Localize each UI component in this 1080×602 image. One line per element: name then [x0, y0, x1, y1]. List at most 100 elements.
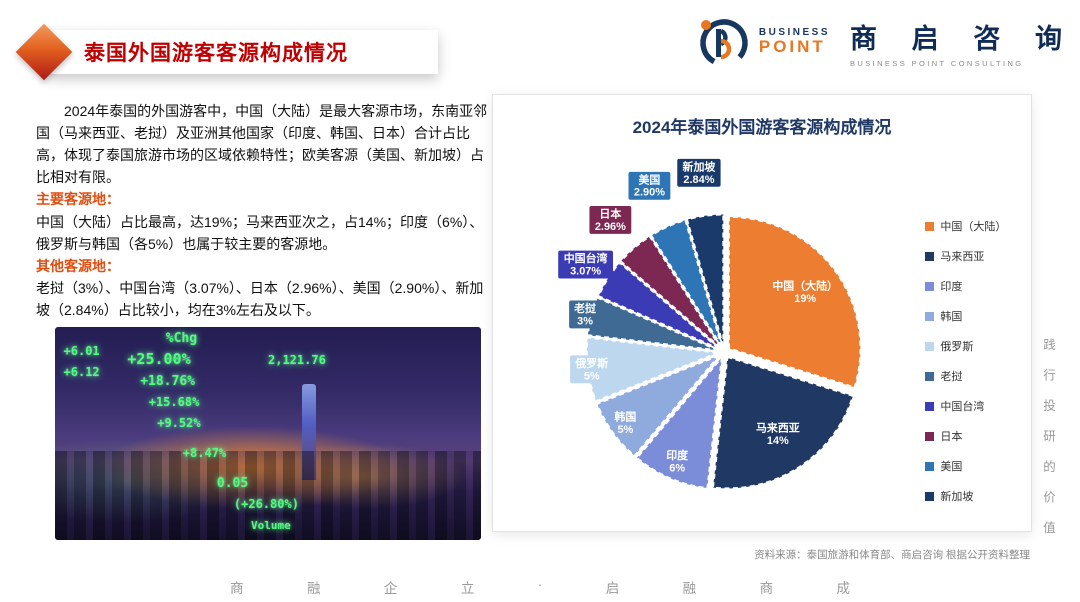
pie-label: 俄罗斯 5%: [574, 356, 608, 382]
source-note: 资料来源：泰国旅游和体育部、商启咨询 根据公开资料整理: [754, 549, 1030, 561]
pie-label-chip: [558, 250, 613, 279]
legend-item: 中国（大陆）: [925, 218, 1021, 234]
title-banner: 泰国外国游客客源构成情况: [15, 23, 438, 81]
pie-label: 中国台湾 3.07%: [564, 251, 608, 277]
pie-slice-中国台湾: [597, 261, 721, 350]
pie-label-chip: [589, 205, 632, 234]
legend-swatch: [925, 401, 935, 411]
legend-swatch: [925, 221, 935, 231]
ticker-text: +25.00%: [127, 350, 191, 369]
legend-swatch: [925, 491, 935, 501]
pie-slice-韩国: [596, 354, 721, 457]
legend-label: 俄罗斯: [940, 341, 974, 353]
logo-cn-char: 商: [850, 23, 877, 54]
logo-bp-icon: [700, 19, 748, 67]
legend-label: 韩国: [940, 311, 963, 323]
pie-label: 新加坡 2.84%: [683, 159, 716, 185]
logo-cn-block: 商 启 咨 询 BUSINESS POINT CONSULTING: [850, 17, 1062, 68]
legend-swatch: [925, 371, 935, 381]
ticker-text: +15.68%: [148, 395, 200, 410]
legend-item: 俄罗斯: [925, 338, 1021, 354]
logo-point-text: POINT: [758, 37, 826, 57]
pie-label: 美国 2.90%: [634, 172, 665, 198]
logo-cn-name: 商启咨询: [850, 17, 1062, 56]
legend-item: 美国: [925, 458, 1021, 474]
legend-item: 印度: [925, 278, 1021, 294]
legend-item: 老挝: [925, 368, 1021, 384]
footer-char: 商: [759, 581, 774, 596]
logo-tagline: BUSINESS POINT CONSULTING: [850, 58, 1024, 68]
ticker-text: +18.76%: [140, 373, 195, 389]
pie-label-chip: [569, 300, 602, 329]
legend-swatch: [925, 431, 935, 441]
chart-card: 2024年泰国外国游客客源构成情况 中国（大陆） 19% 马来西亚 14% 印度 6% 韩国…: [492, 94, 1032, 532]
ticker-text: 2,121.76: [268, 352, 326, 367]
paragraph-main-sources: 中国（大陆）占比最高，达19%；马来西亚次之，占14%；印度（6%）、俄罗斯与韩…: [36, 213, 484, 252]
ticker-text: +6.12: [63, 365, 100, 380]
logo-business-text: BUSINESS: [758, 27, 830, 39]
legend-label: 中国台湾: [940, 401, 985, 413]
heading-main-sources: 主要客源地：: [36, 191, 120, 208]
ticker-text: +8.47%: [182, 446, 227, 461]
side-slogan: 践行投研的价值: [1041, 338, 1055, 552]
legend-swatch: [925, 281, 935, 291]
legend-label: 美国: [940, 461, 963, 473]
page-title: 泰国外国游客客源构成情况: [84, 42, 348, 65]
pie-slice-美国: [650, 219, 723, 348]
footer-char: 融: [682, 581, 697, 596]
pie-label-chip: [570, 355, 614, 384]
ticker-text: %Chg: [165, 331, 198, 347]
ticker-text: +6.01: [63, 344, 100, 359]
footer-char: 成: [836, 581, 851, 596]
legend-label: 马来西亚: [940, 251, 985, 263]
pie-label: 中国（大陆） 19%: [772, 279, 838, 305]
pie-chart: 中国（大陆） 19% 马来西亚 14% 印度 6% 韩国 5% 俄罗斯 5% 老挝 3% 中国台湾 3.0…: [558, 158, 862, 490]
legend-item: 新加坡: [925, 488, 1021, 504]
legend-item: 马来西亚: [925, 248, 1021, 264]
legend-swatch: [925, 341, 935, 351]
ticker-text: (+26.80%): [233, 497, 299, 512]
chart-legend: 中国（大陆） 马来西亚印度韩国俄罗斯老挝中国台湾日本美国新加坡: [925, 138, 1021, 524]
pie-slice-马来西亚: [712, 355, 854, 490]
legend-label: 中国（大陆）: [940, 221, 1007, 233]
pie-slice-日本: [619, 235, 722, 349]
legend-item: 日本: [925, 428, 1021, 444]
title-diamond-icon: [15, 23, 73, 81]
pie-slice-中国（大陆）: [727, 215, 862, 389]
ticker-text: +9.52%: [157, 416, 201, 431]
footer-char: ·: [537, 577, 543, 592]
chart-title: 2024年泰国外国游客客源构成情况: [632, 118, 892, 137]
paragraph-other-sources: 老挝（3%）、中国台湾（3.07%）、日本（2.96%）、美国（2.90%）、新…: [36, 279, 484, 318]
legend-label: 印度: [940, 281, 963, 293]
pie-label-chip: [628, 171, 671, 200]
logo-cn-char: 咨: [973, 23, 1001, 54]
footer-char: 立: [460, 581, 475, 596]
legend-label: 日本: [940, 431, 963, 443]
legend-label: 新加坡: [940, 491, 974, 503]
legend-item: 中国台湾: [925, 398, 1021, 414]
stock-photo: %Chg +25.00% 2,121.76 +18.76% +15.68% +9.52% +…: [55, 327, 481, 540]
paragraph-overview: 2024年泰国的外国游客中，中国（大陆）是最大客源市场，东南亚邻国（马来西亚、老…: [36, 103, 488, 186]
company-logo: BUSINESS POINT 商 启 咨 询 BUSINESS POINT CONSU…: [695, 14, 1062, 70]
pie-slice-新加坡: [686, 213, 725, 347]
footer-char: 商: [230, 581, 244, 596]
footer-char: 启: [605, 581, 620, 596]
footer-char: 企: [383, 581, 398, 596]
pie-label: 老挝 3%: [573, 301, 596, 327]
chart-area: 中国（大陆） 19% 马来西亚 14% 印度 6% 韩国 5% 俄罗斯 5% 老挝 3% 中国台湾 3.0…: [503, 138, 1021, 524]
footer-motto: 商 融 企 立 · 启 融 商 成: [230, 577, 850, 597]
logo-wordmark: BUSINESS POINT: [759, 27, 830, 57]
pie-slice-老挝: [586, 296, 720, 352]
analysis-text-block: 2024年泰国的外国游客中，中国（大陆）是最大客源市场，东南亚邻国（马来西亚、老…: [36, 100, 488, 321]
logo-cn-char: 询: [1034, 23, 1062, 54]
legend-swatch: [925, 251, 935, 261]
logo-cn-char: 启: [911, 23, 939, 54]
ticker-text: Volume: [250, 518, 291, 532]
pie-label: 马来西亚 14%: [756, 420, 800, 446]
legend-label: 老挝: [940, 371, 963, 383]
heading-other-sources: 其他客源地：: [36, 257, 120, 274]
legend-swatch: [925, 311, 935, 321]
pie-label-chip: [677, 158, 721, 187]
ticker-text: 0.05: [216, 476, 249, 492]
